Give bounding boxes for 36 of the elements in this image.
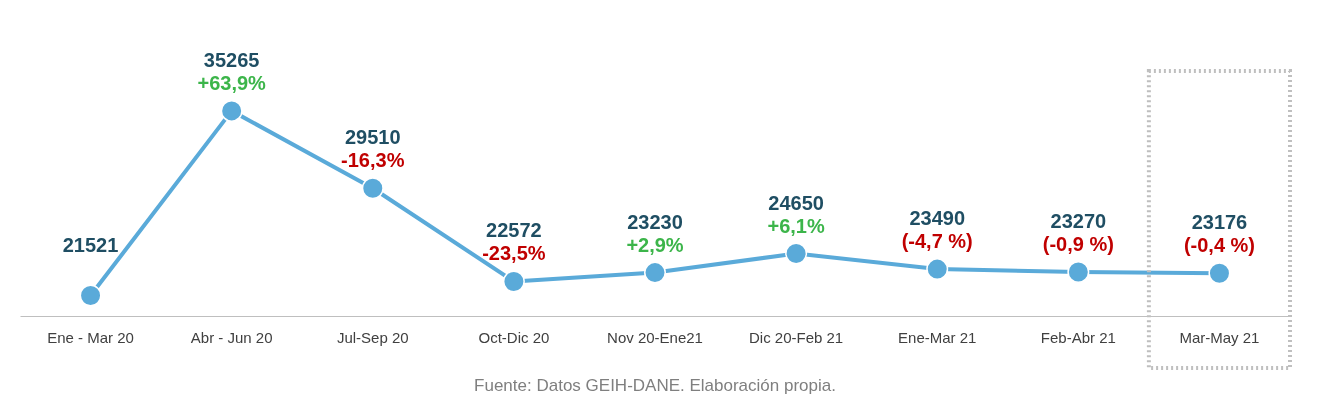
point [361, 177, 384, 200]
annotation: (-4,7 %) [901, 230, 973, 253]
data-label: 29510 [344, 126, 401, 149]
data-label: 35265 [203, 48, 260, 71]
x-tick-label: Abr - Jun 20 [190, 328, 273, 346]
point [502, 270, 525, 293]
point [1067, 261, 1090, 284]
data-label: 23490 [909, 207, 966, 230]
x-tick-label: Feb-Abr 21 [1040, 328, 1116, 346]
point [1208, 262, 1231, 285]
data-label: 22572 [486, 219, 542, 242]
point [785, 242, 808, 265]
x-tick-label: Nov 20-Ene21 [607, 328, 703, 346]
data-label: 21521 [62, 233, 119, 256]
point [220, 99, 243, 122]
x-tick-label: Ene - Mar 20 [47, 328, 134, 346]
x-tick-label: Ene-Mar 21 [898, 328, 977, 346]
x-tick-label: Jul-Sep 20 [336, 328, 409, 346]
data-label: 24650 [768, 191, 824, 214]
annotation: +6,1% [767, 214, 825, 237]
annotation: -23,5% [482, 242, 546, 265]
point [926, 258, 949, 281]
annotation: +63,9% [197, 71, 267, 94]
x-tick-label: Oct-Dic 20 [478, 328, 550, 346]
annotation: (-0,9 %) [1042, 233, 1114, 256]
source-note: Fuente: Datos GEIH-DANE. Elaboración propia. [474, 376, 836, 395]
x-tick-label: Mar-May 21 [1179, 328, 1260, 346]
annotation: +2,9% [626, 233, 684, 256]
point [644, 261, 666, 284]
point [79, 284, 102, 307]
data-label: 23230 [627, 210, 683, 233]
data-label: 23270 [1050, 210, 1107, 233]
data-label: 23176 [1191, 211, 1248, 234]
annotation: (-0,4 %) [1183, 234, 1256, 257]
x-tick-label: Dic 20-Feb 21 [749, 328, 844, 346]
annotation: -16,3% [341, 149, 405, 172]
